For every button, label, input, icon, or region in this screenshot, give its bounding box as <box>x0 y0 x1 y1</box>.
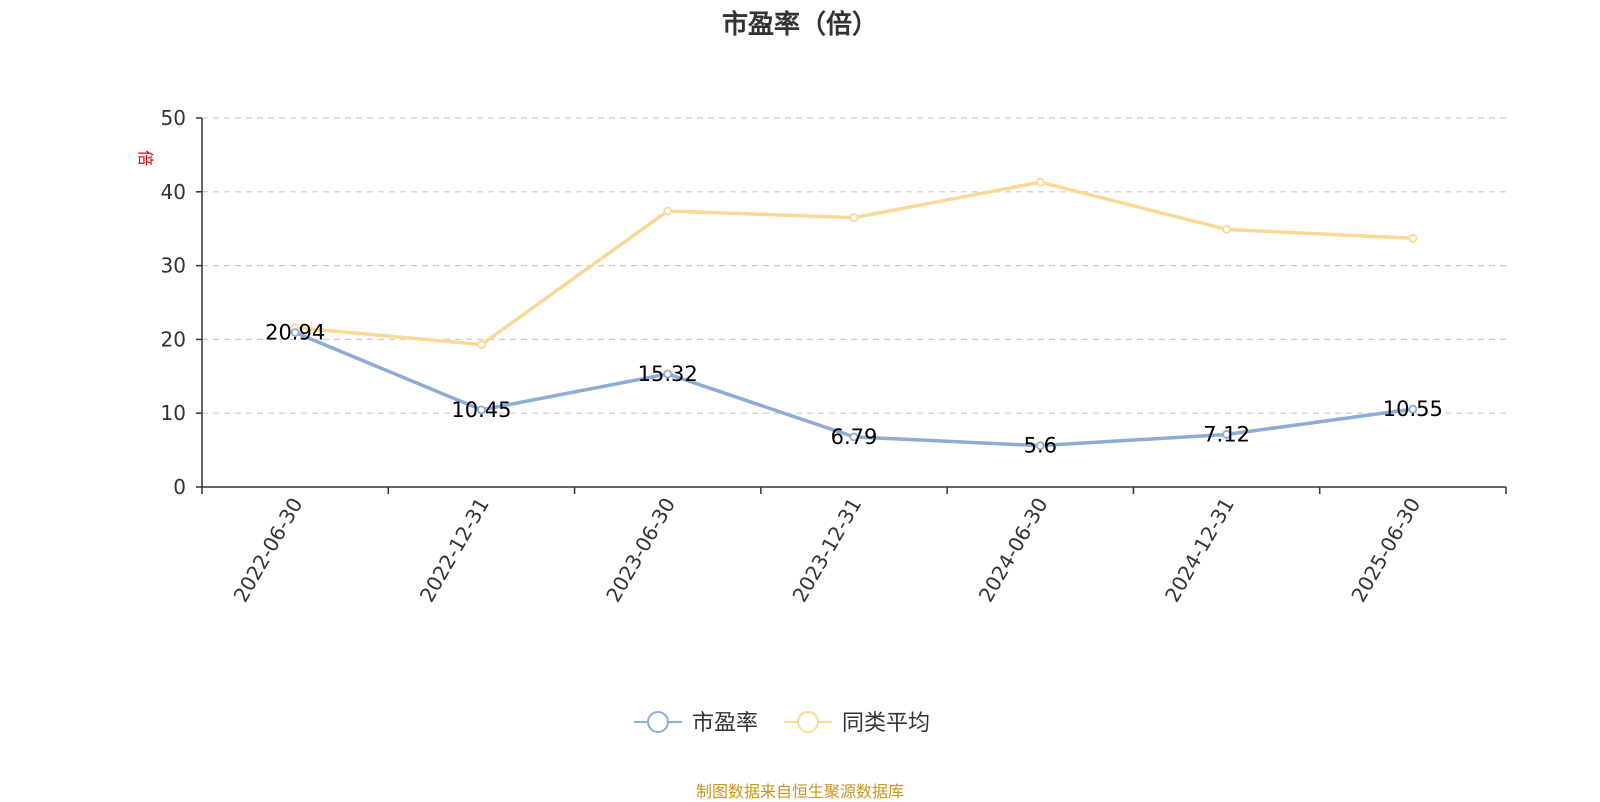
x-tick-label: 2022-06-30 <box>229 494 308 607</box>
data-point <box>1222 225 1231 234</box>
data-point <box>663 369 673 379</box>
data-point <box>663 206 673 216</box>
series-line <box>294 180 1413 347</box>
x-tick-label: 2024-06-30 <box>974 494 1053 607</box>
legend-swatch-marker <box>647 711 669 733</box>
y-tick-label: 50 <box>161 106 186 130</box>
data-point <box>1408 233 1418 243</box>
data-label: 6.79 <box>831 425 878 449</box>
source-note: 制图数据来自恒生聚源数据库 <box>695 782 904 801</box>
y-tick-label: 30 <box>161 254 186 278</box>
y-tick-label: 40 <box>161 180 186 204</box>
legend-label: 同类平均 <box>842 711 930 736</box>
data-labels: 20.94 10.45 15.32 6.79 5.6 7.12 10.55 <box>265 320 1443 457</box>
y-tick-label: 20 <box>161 327 186 351</box>
grid-lines <box>202 117 1506 414</box>
data-point <box>477 340 486 349</box>
chart-title: 市盈率（倍） <box>721 10 878 40</box>
data-label: 10.55 <box>1383 397 1443 421</box>
x-tick-label: 2024-12-31 <box>1160 494 1239 607</box>
data-label: 20.94 <box>265 320 325 344</box>
y-axis-unit: 倍 <box>136 150 155 166</box>
data-point <box>849 213 859 223</box>
legend-swatch-marker <box>797 711 819 733</box>
data-point <box>477 405 486 415</box>
x-tick-label: 2022-12-31 <box>415 494 494 607</box>
data-point <box>1408 404 1418 414</box>
data-point <box>1222 430 1231 439</box>
data-label: 10.45 <box>451 398 511 422</box>
data-point <box>849 432 859 442</box>
series-lines <box>290 177 1418 451</box>
data-point <box>290 328 300 337</box>
legend-label: 市盈率 <box>692 711 758 736</box>
data-label: 7.12 <box>1203 422 1250 446</box>
x-tick-label: 2023-06-30 <box>601 494 680 607</box>
axes: 0 10 20 30 40 50 倍 2022-06-30 2022-12-31 2023-06-… <box>136 106 1507 607</box>
data-point <box>1035 441 1045 451</box>
data-label: 15.32 <box>638 362 698 386</box>
legend: 市盈率 同类平均 <box>634 711 930 736</box>
y-tick-label: 10 <box>161 401 186 425</box>
x-tick-label: 2023-12-31 <box>787 494 866 607</box>
y-tick-label: 0 <box>173 475 186 499</box>
data-label: 5.6 <box>1024 434 1057 458</box>
data-point <box>1035 177 1045 187</box>
x-tick-label: 2025-06-30 <box>1346 494 1425 607</box>
